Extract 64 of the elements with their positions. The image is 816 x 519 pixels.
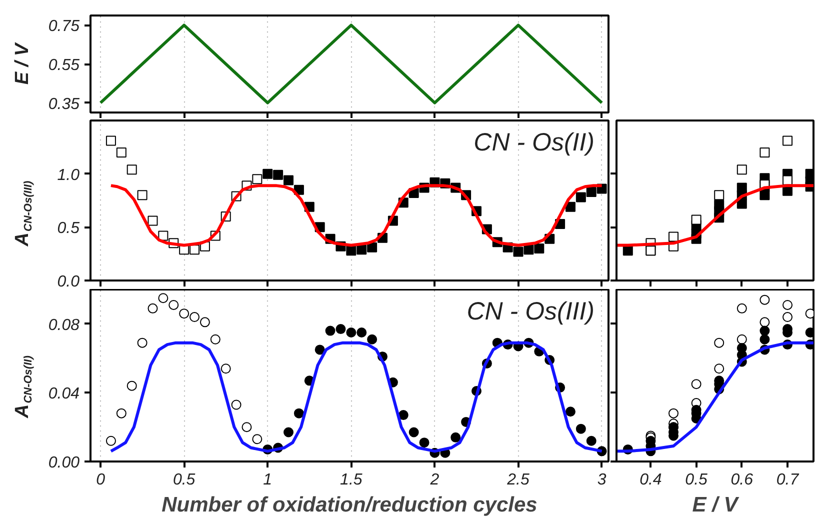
y-tick-label: 0.04 (48, 386, 80, 403)
point (336, 324, 346, 334)
point (106, 136, 116, 146)
y-tick-label: 0.5 (57, 220, 80, 238)
point (294, 408, 304, 418)
point (760, 326, 770, 336)
point (524, 244, 534, 255)
x-axis-title: E / V (692, 494, 740, 516)
point (314, 344, 325, 355)
point (262, 168, 273, 179)
y-tick-label: 0.75 (48, 18, 80, 36)
point (346, 246, 356, 256)
point (367, 334, 378, 344)
x-tick-label: 2 (429, 472, 440, 488)
point (325, 326, 336, 336)
y-axis-title: ACN-Os(II) (12, 355, 34, 420)
x-tick-label: 0.4 (640, 472, 662, 488)
point (760, 334, 770, 344)
point (284, 175, 294, 186)
point (576, 424, 586, 434)
point (273, 170, 284, 180)
point (565, 406, 576, 417)
point (736, 198, 747, 209)
point (450, 432, 461, 442)
annotation: CN - Os(III) (466, 298, 595, 326)
x-tick-label: 1.5 (340, 472, 362, 488)
x-tick-label: 0.5 (172, 472, 196, 488)
y-axis-title: ACN-Os(III) (12, 180, 34, 248)
point (126, 164, 137, 175)
point (576, 192, 586, 202)
x-tick-label: 0.7 (776, 472, 800, 488)
point (252, 174, 262, 184)
x-tick-label: 3 (597, 472, 606, 488)
point (586, 186, 596, 197)
y-tick-label: 0.00 (48, 454, 80, 472)
point (408, 427, 419, 438)
y-tick-label: 0.08 (48, 316, 80, 334)
y-tick-label: 0.55 (48, 57, 80, 74)
x-axis-title: Number of oxidation/reduction cycles (162, 494, 538, 516)
y-tick-label: 0.0 (57, 274, 80, 290)
point (586, 436, 596, 446)
point (736, 164, 747, 175)
point (760, 190, 770, 200)
x-tick-label: 1 (263, 472, 272, 488)
y-tick-label: 0.35 (48, 96, 80, 113)
point (284, 427, 294, 438)
point (534, 244, 544, 254)
point (513, 246, 524, 257)
x-tick-label: 0.6 (730, 472, 754, 488)
point (356, 244, 367, 255)
x-tick-label: 2.5 (506, 472, 530, 488)
point (356, 328, 367, 338)
point (398, 410, 408, 420)
y-axis-title: E / V (12, 42, 33, 85)
x-tick-label: 0.5 (685, 472, 708, 488)
point (419, 438, 430, 448)
point (137, 190, 148, 200)
annotation: CN - Os(II) (474, 128, 595, 156)
point (367, 242, 378, 252)
x-tick-label: 0 (96, 472, 106, 488)
point (565, 202, 576, 212)
y-tick-label: 1.0 (57, 166, 80, 184)
point (691, 214, 702, 225)
point (346, 328, 356, 338)
